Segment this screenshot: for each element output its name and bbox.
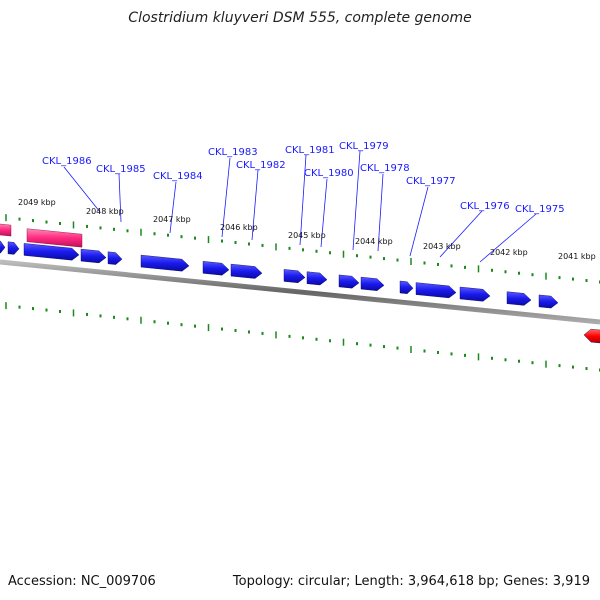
gene-label-ckl-1976[interactable]: CKL_1976 [460,201,510,212]
gene-label-ckl-1983[interactable]: CKL_1983 [208,147,258,158]
gene-track [0,223,600,344]
leader-line [409,186,429,257]
forward-gene-arrow [459,286,491,302]
leader-line [439,210,483,258]
reverse-gene-arrow [583,328,600,344]
kbp-label-2042: 2042 kbp [490,248,528,257]
gene-label-ckl-1981[interactable]: CKL_1981 [285,145,335,156]
gene-label-ckl-1979[interactable]: CKL_1979 [339,141,389,152]
kbp-label-2043: 2043 kbp [423,242,461,251]
forward-gene-arrow [0,240,6,254]
gene-label-ckl-1977[interactable]: CKL_1977 [406,176,456,187]
kbp-label-2048: 2048 kbp [86,207,124,216]
leader-line [63,166,101,213]
gene-label-ckl-1982[interactable]: CKL_1982 [236,160,286,171]
rna-gene [26,228,83,248]
forward-gene-arrow [306,271,328,286]
leader-line [169,181,177,234]
forward-gene-arrow [399,280,414,294]
leader-line [118,173,122,223]
accession-text: Accession: NC_009706 [8,574,156,589]
genome-backbone [0,259,600,325]
forward-gene-arrow [283,269,306,284]
forward-gene-arrow [538,294,559,309]
rna-gene [0,223,12,237]
kbp-label-2047: 2047 kbp [153,215,191,224]
leader-line [251,169,259,241]
gene-label-ckl-1985[interactable]: CKL_1985 [96,164,146,175]
gene-labels: CKL_1986 CKL_1985 CKL_1984 CKL_1983 CKL_… [42,141,565,215]
inner-tick-ring [5,302,600,372]
map-title: Clostridium kluyveri DSM 555, complete g… [128,10,472,26]
leader-line [479,213,537,263]
kbp-labels: 2049 kbp 2048 kbp 2047 kbp 2046 kbp 2045… [18,198,596,261]
forward-gene-arrow [338,274,360,289]
forward-gene-arrow [107,251,123,265]
leader-line [299,154,307,246]
gene-label-ckl-1980[interactable]: CKL_1980 [304,168,354,179]
outer-tick-ring [5,214,600,284]
leader-line [320,178,328,248]
kbp-label-2045: 2045 kbp [288,231,326,240]
kbp-label-2049: 2049 kbp [18,198,56,207]
kbp-label-2041: 2041 kbp [558,252,596,261]
gene-label-ckl-1986[interactable]: CKL_1986 [42,156,92,167]
kbp-label-2044: 2044 kbp [355,237,393,246]
forward-gene-arrow [7,241,20,255]
kbp-label-2046: 2046 kbp [220,223,258,232]
leader-line [377,173,384,252]
forward-gene-arrow [23,243,80,261]
forward-gene-arrow [360,276,385,291]
forward-gene-arrow [80,248,107,264]
leader-line [352,150,361,251]
gene-label-ckl-1975[interactable]: CKL_1975 [515,204,565,215]
label-leader-lines [63,150,537,263]
leader-line [221,157,231,238]
gene-label-ckl-1984[interactable]: CKL_1984 [153,171,203,182]
forward-gene-arrow [202,261,230,276]
forward-gene-arrow [230,263,263,279]
forward-gene-arrow [506,291,532,306]
topology-summary: Topology: circular; Length: 3,964,618 bp… [232,574,590,589]
forward-gene-arrow [140,254,190,272]
forward-gene-arrow [415,282,457,299]
gene-label-ckl-1978[interactable]: CKL_1978 [360,163,410,174]
